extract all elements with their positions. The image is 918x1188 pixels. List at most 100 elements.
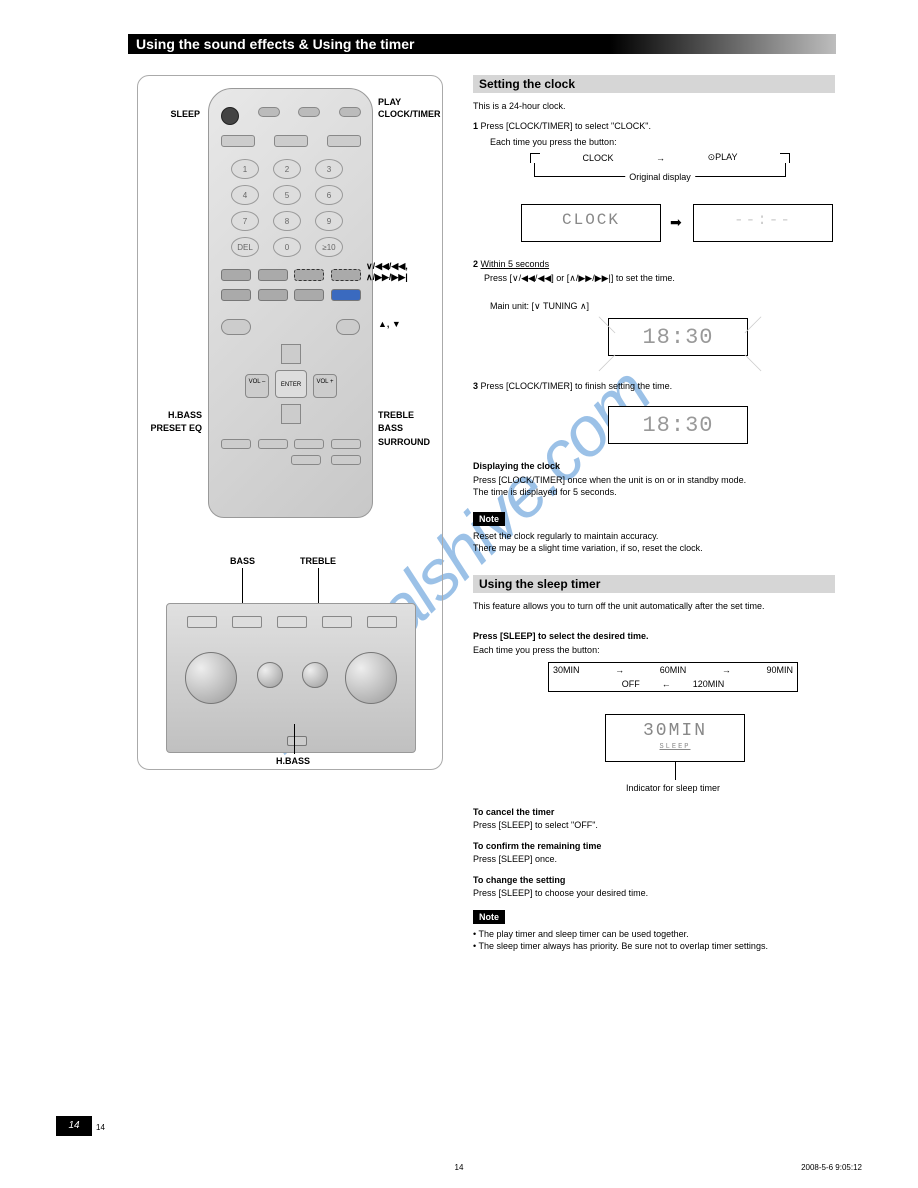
label-preseteq: PRESET EQ: [138, 423, 202, 433]
sc-off: OFF: [622, 679, 640, 689]
sleep-each-press: Each time you press the button:: [473, 644, 600, 656]
nav-up-icon: [281, 344, 301, 364]
num-5: 5: [273, 185, 301, 205]
step2-num: 2: [473, 259, 478, 269]
preseteq-btn: [258, 439, 288, 449]
footer-left: 14: [96, 1123, 105, 1132]
unit-label-treble: TREBLE: [300, 556, 336, 566]
label-updown: ▲, ▼: [378, 319, 401, 329]
cd-btn: [221, 289, 251, 301]
lcd-sleep-sub: SLEEP: [606, 743, 744, 751]
remote-row2: [221, 135, 361, 147]
label-hbass: H.BASS: [138, 410, 202, 420]
clock-step2: 2 Within 5 seconds: [473, 258, 833, 270]
lcd-sleep: 30MIN SLEEP: [605, 714, 745, 762]
surround-btn: [291, 455, 321, 465]
clock-intro: This is a 24-hour clock.: [473, 100, 566, 112]
lcd-time-set-val: 18:30: [642, 413, 713, 438]
page-header: Using the sound effects & Using the time…: [128, 34, 836, 54]
num-7: 7: [231, 211, 259, 231]
label-treble: TREBLE: [378, 410, 414, 420]
album-next: [258, 269, 288, 281]
unit-label-bass: BASS: [230, 556, 255, 566]
clock-cycle-diagram: CLOCK → ⊙PLAY Original display: [530, 152, 790, 177]
confirm-head: To confirm the remaining time: [473, 840, 601, 852]
music-port-btn: [331, 289, 361, 301]
knob-left: [185, 652, 237, 704]
sc-120: 120MIN: [693, 679, 725, 689]
clock-note-body: Reset the clock regularly to maintain ac…: [473, 530, 833, 554]
off-btn: [221, 135, 255, 147]
label-sleep: SLEEP: [138, 109, 200, 119]
num-gte10: ≥10: [315, 237, 343, 257]
num-9: 9: [315, 211, 343, 231]
vol-minus: VOL –: [245, 374, 269, 398]
nav-down-icon: [281, 404, 301, 424]
clock-step3: 3 Press [CLOCK/TIMER] to finish setting …: [473, 380, 833, 392]
clock-note-label: Note: [473, 512, 505, 526]
enter-btn: ENTER: [275, 370, 307, 398]
change-body: Press [SLEEP] to choose your desired tim…: [473, 887, 648, 899]
num-3: 3: [315, 159, 343, 179]
label-surround: SURROUND: [378, 437, 430, 447]
sc-90: 90MIN: [766, 665, 793, 675]
sleep-cycle-diagram: 30MIN → 60MIN → 90MIN OFF ← 120MIN: [548, 662, 798, 692]
cancel-body: Press [SLEEP] to select "OFF".: [473, 819, 598, 831]
label-clocktimer: CLOCK/TIMER: [378, 109, 441, 119]
mid-row-1: [221, 269, 361, 281]
u4: [322, 616, 352, 628]
label-bass: BASS: [378, 423, 403, 433]
bass-btn: [294, 439, 324, 449]
num-0: 0: [273, 237, 301, 257]
lcd-time-flash-val: 18:30: [642, 325, 713, 350]
leader-bass: [242, 568, 243, 603]
u1: [187, 616, 217, 628]
flash-bl: ／: [598, 350, 616, 376]
hbass-unit-btn: [287, 736, 307, 746]
sleep-btn-icon: [258, 107, 280, 117]
lcd-time-flash: 18:30: [608, 318, 748, 356]
cycle-orig: Original display: [625, 172, 695, 182]
footer-right: 2008-5-6 9:05:12: [801, 1163, 862, 1172]
section-sleep-title: Using the sleep timer: [473, 575, 835, 593]
numpad: 1 2 3 4 5 6 7 8 9 DEL 0 ≥10: [231, 159, 351, 257]
cycle-clock: CLOCK: [583, 153, 614, 163]
fm-btn: [294, 289, 324, 301]
lcd-blank: --:--: [693, 204, 833, 242]
section-clock-title: Setting the clock: [473, 75, 835, 93]
leader-hbass: [294, 724, 295, 754]
unit-label-hbass: H.BASS: [276, 756, 310, 766]
flash-br: ＼: [744, 350, 762, 376]
step3-text: Press [CLOCK/TIMER] to finish setting th…: [478, 381, 672, 391]
label-skip: ∨/◀◀/◀◀, ∧/▶▶/▶▶|: [366, 261, 408, 283]
skip-prev: [294, 269, 324, 281]
arrow-icon: ➡: [670, 214, 682, 231]
num-6: 6: [315, 185, 343, 205]
dimmer-btn: [327, 135, 361, 147]
footer-center: 14: [455, 1163, 464, 1172]
play-btn-icon: [339, 107, 361, 117]
cycle-play: ⊙PLAY: [708, 152, 738, 163]
clock-step2b: Press [∨/◀◀/◀◀] or [∧/▶▶/▶▶|] to set the…: [484, 272, 834, 284]
remote-bottom: [221, 439, 361, 471]
sleep-note-body: • The play timer and sleep timer can be …: [473, 928, 833, 952]
indicator-leader: [675, 762, 676, 780]
knob-bass: [257, 662, 283, 688]
change-head: To change the setting: [473, 874, 565, 886]
lcd-sleep-val: 30MIN: [606, 721, 744, 741]
hbass-btn: [221, 439, 251, 449]
clock-cycle-note: Each time you press the button:: [490, 136, 617, 148]
leader-treble: [318, 568, 319, 603]
mid-row-2: [221, 289, 361, 301]
controls-panel: 1 2 3 4 5 6 7 8 9 DEL 0 ≥10: [137, 75, 443, 770]
unit-buttons: [187, 616, 397, 628]
u5: [367, 616, 397, 628]
play-label-text: PLAY: [378, 97, 401, 107]
sleep-indicator: Indicator for sleep timer: [626, 782, 720, 794]
knob-treble: [302, 662, 328, 688]
step1-text: Press [CLOCK/TIMER] to select "CLOCK".: [478, 121, 651, 131]
skip-next: [331, 269, 361, 281]
main-unit-note: Main unit: [∨ TUNING ∧]: [490, 300, 589, 312]
sc-30: 30MIN: [553, 665, 580, 675]
power-icon: [221, 107, 239, 125]
